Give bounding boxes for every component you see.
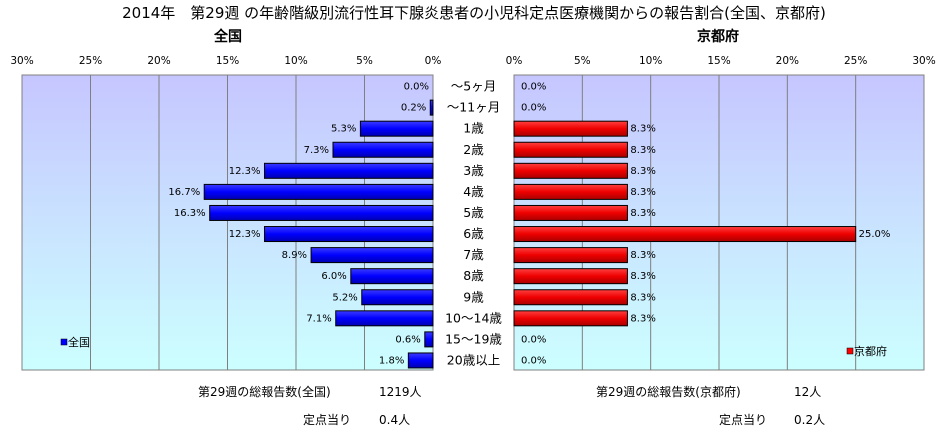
category-labels: 〜5ヶ月〜11ヶ月 1歳 2歳 3歳 4歳 5歳 6歳 7歳 8歳 9歳 10〜14歳 15〜19歳 2… <box>445 79 502 368</box>
category-label: 10〜14歳 <box>445 310 502 325</box>
data-label-kyoto: 0.0% <box>521 334 546 345</box>
category-label: 5歳 <box>463 205 484 220</box>
data-label-national: 0.2% <box>401 103 426 114</box>
category-label: 7歳 <box>463 247 484 262</box>
bar-national <box>359 120 434 137</box>
tick-label-national: 5% <box>356 55 373 67</box>
bar-kyoto <box>513 289 628 306</box>
panel-title-national: 全国 <box>213 28 242 45</box>
tick-label-national: 15% <box>216 55 239 67</box>
bar-national <box>350 268 434 285</box>
category-label: 4歳 <box>463 184 484 199</box>
national-total-value: 1219人 <box>379 385 422 399</box>
data-label-national: 7.3% <box>304 145 329 156</box>
data-label-national: 16.3% <box>174 208 206 219</box>
tick-label-kyoto: 30% <box>912 55 935 67</box>
tick-label-national: 0% <box>425 55 442 67</box>
data-label-national: 8.9% <box>282 250 307 261</box>
data-label-kyoto: 0.0% <box>521 82 546 93</box>
bar-national <box>263 226 434 243</box>
national-total-label: 第29週の総報告数(全国) <box>198 384 331 399</box>
data-label-national: 0.6% <box>395 334 420 345</box>
bar-national <box>209 204 434 221</box>
kyoto-total-label: 第29週の総報告数(京都府) <box>596 384 741 399</box>
bar-national <box>335 310 434 327</box>
data-label-kyoto: 8.3% <box>630 292 655 303</box>
kyoto-per-value: 0.2人 <box>794 413 825 427</box>
tick-label-national: 25% <box>79 55 102 67</box>
tick-label-national: 10% <box>284 55 307 67</box>
national-per-label: 定点当り <box>303 412 351 427</box>
tick-label-kyoto: 10% <box>639 55 662 67</box>
bar-kyoto <box>513 204 628 221</box>
bar-national <box>310 247 434 264</box>
category-label: 20歳以上 <box>447 352 500 367</box>
data-label-kyoto: 0.0% <box>521 355 546 366</box>
chart-title: 2014年 第29週 の年齢階級別流行性耳下腺炎患者の小児科定点医療機関からの報… <box>122 4 826 22</box>
data-label-kyoto: 8.3% <box>630 187 655 198</box>
bar-layer: 0.0% 0.2% 5.3%7.3% 12.3% 16.7% 16.3% 12.3% 8.9%… <box>168 82 891 369</box>
panel-title-kyoto: 京都府 <box>697 28 739 45</box>
data-label-kyoto: 8.3% <box>630 313 655 324</box>
bar-kyoto <box>513 162 628 179</box>
category-label: 3歳 <box>463 163 484 178</box>
data-label-national: 7.1% <box>306 313 331 324</box>
data-label-kyoto: 8.3% <box>630 208 655 219</box>
category-label: 2歳 <box>463 142 484 157</box>
data-label-kyoto: 0.0% <box>521 103 546 114</box>
data-label-kyoto: 8.3% <box>630 124 655 135</box>
bar-national <box>424 331 434 348</box>
bar-national <box>263 162 434 179</box>
data-label-national: 1.8% <box>379 355 404 366</box>
bar-kyoto <box>513 141 628 158</box>
bar-kyoto <box>513 247 628 264</box>
legend-marker-national <box>60 338 68 346</box>
tick-labels: 30% 25% 20% 15% 10% 5% 0% 0% 5% 10% 15% 20% 25% 30% <box>10 55 935 67</box>
data-label-kyoto: 25.0% <box>859 229 891 240</box>
bar-kyoto <box>513 310 628 327</box>
bar-national <box>361 289 434 306</box>
category-label: 15〜19歳 <box>445 331 502 346</box>
tick-label-national: 20% <box>147 55 170 67</box>
data-label-kyoto: 8.3% <box>630 271 655 282</box>
category-label: 〜5ヶ月 <box>451 79 496 94</box>
data-label-national: 6.0% <box>321 271 346 282</box>
bar-national <box>203 183 434 200</box>
data-label-national: 12.3% <box>229 166 261 177</box>
data-label-national: 16.7% <box>168 187 200 198</box>
legend-label-kyoto: 京都府 <box>854 344 887 358</box>
tick-label-national: 30% <box>10 55 33 67</box>
kyoto-total-value: 12人 <box>794 385 821 399</box>
category-label: 6歳 <box>463 226 484 241</box>
data-label-kyoto: 8.3% <box>630 166 655 177</box>
tick-label-kyoto: 5% <box>574 55 591 67</box>
data-label-national: 5.2% <box>332 292 357 303</box>
tick-label-kyoto: 0% <box>506 55 523 67</box>
tick-label-kyoto: 15% <box>707 55 730 67</box>
bar-national <box>429 99 434 116</box>
data-label-national: 5.3% <box>331 124 356 135</box>
national-per-value: 0.4人 <box>379 413 410 427</box>
bar-kyoto <box>513 183 628 200</box>
category-label: 〜11ヶ月 <box>447 100 500 115</box>
category-label: 9歳 <box>463 289 484 304</box>
kyoto-per-label: 定点当り <box>719 412 767 427</box>
category-label: 1歳 <box>463 121 484 136</box>
category-label: 8歳 <box>463 268 484 283</box>
bar-national <box>332 141 434 158</box>
data-label-kyoto: 8.3% <box>630 145 655 156</box>
tick-label-kyoto: 20% <box>776 55 799 67</box>
bar-kyoto <box>513 226 857 243</box>
legend-label-national: 全国 <box>68 335 90 349</box>
bar-national <box>407 352 434 369</box>
bar-kyoto <box>513 268 628 285</box>
data-label-national: 12.3% <box>229 229 261 240</box>
tick-label-kyoto: 25% <box>844 55 867 67</box>
data-label-national: 0.0% <box>404 82 429 93</box>
legend-marker-kyoto <box>846 347 854 355</box>
bar-kyoto <box>513 120 628 137</box>
data-label-kyoto: 8.3% <box>630 250 655 261</box>
